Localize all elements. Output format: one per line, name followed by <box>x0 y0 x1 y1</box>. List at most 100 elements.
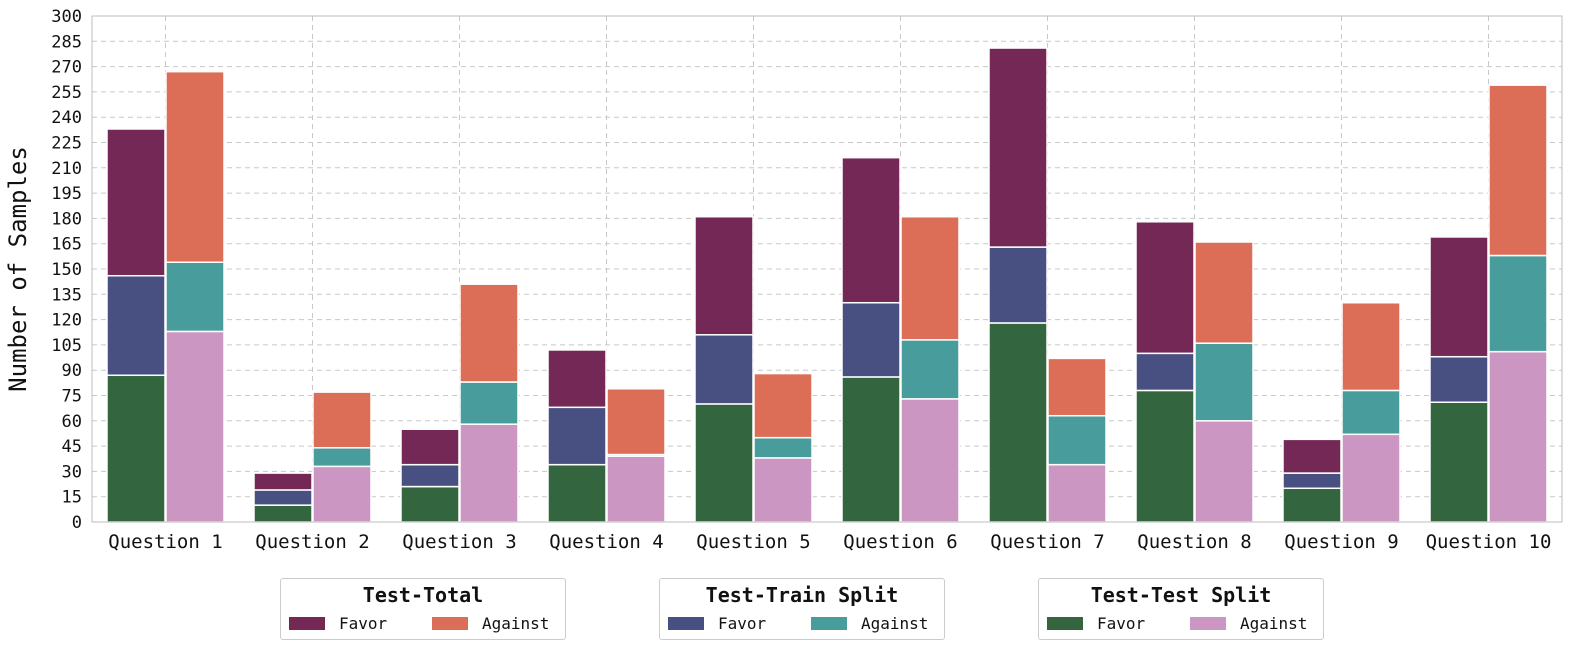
legend-entry-against: Against <box>811 614 928 633</box>
bar-segment <box>400 485 460 523</box>
x-tick-label: Question 4 <box>549 531 663 553</box>
y-tick-label: 60 <box>62 412 82 432</box>
bar-segment <box>1282 472 1342 490</box>
bar-segment <box>1282 487 1342 523</box>
bar-segment <box>253 504 313 523</box>
legend-swatch <box>1190 617 1226 630</box>
bar-segment <box>165 261 225 333</box>
y-tick-label: 15 <box>62 488 82 508</box>
bar-segment <box>1194 241 1254 344</box>
legend-title: Test-Test Split <box>1090 583 1272 607</box>
y-tick-label: 270 <box>51 58 82 78</box>
bar-segment <box>400 428 460 466</box>
y-tick-label: 285 <box>51 32 82 52</box>
bar-segment <box>900 339 960 400</box>
x-tick-label: Question 10 <box>1426 531 1552 553</box>
y-tick-label: 30 <box>62 462 82 482</box>
bar-segment <box>1135 389 1195 523</box>
bar-segment <box>1429 401 1489 523</box>
bar-segment <box>106 274 166 377</box>
legend-entry-favor: Favor <box>1047 614 1145 633</box>
bar-segment <box>1047 414 1107 466</box>
bar-segment <box>1488 254 1548 353</box>
legend-label: Against <box>861 614 929 633</box>
y-tick-label: 45 <box>62 437 82 457</box>
bar-segment <box>1429 355 1489 403</box>
bar-segment <box>753 457 813 523</box>
bar-segment <box>753 436 813 459</box>
bar-segment <box>1047 357 1107 417</box>
y-tick-label: 180 <box>51 209 82 229</box>
y-tick-label: 75 <box>62 387 82 407</box>
legend-label: Against <box>482 614 550 633</box>
bar-segment <box>459 283 519 383</box>
bar-segment <box>988 322 1048 523</box>
legend-test-train-split: Test-Train Split Favor Against <box>659 578 945 640</box>
x-tick-label: Question 5 <box>696 531 810 553</box>
y-tick-label: 0 <box>72 513 82 533</box>
y-tick-label: 255 <box>51 83 82 103</box>
bar-segment <box>547 349 607 409</box>
y-tick-label: 210 <box>51 159 82 179</box>
y-tick-label: 195 <box>51 184 82 204</box>
legend-label: Favor <box>1097 614 1146 633</box>
y-tick-label: 120 <box>51 311 82 331</box>
bar-segment <box>1194 420 1254 523</box>
bar-segment <box>106 128 166 277</box>
bar-segment <box>547 463 607 523</box>
x-tick-label: Question 7 <box>990 531 1104 553</box>
bar-segment <box>165 70 225 264</box>
bar-segment <box>253 472 313 491</box>
x-tick-label: Question 1 <box>108 531 222 553</box>
legend-test-test-split: Test-Test Split Favor Against <box>1038 578 1324 640</box>
bar-segment <box>1341 433 1401 523</box>
y-tick-label: 135 <box>51 285 82 305</box>
legend-entry-favor: Favor <box>289 614 387 633</box>
legend-swatch <box>1047 617 1083 630</box>
bar-segment <box>1341 389 1401 436</box>
legend-swatch <box>668 617 704 630</box>
legend-swatch <box>289 617 325 630</box>
bar-segment <box>988 246 1048 324</box>
bar-segment <box>165 330 225 523</box>
y-tick-label: 150 <box>51 260 82 280</box>
bar-segment <box>694 215 754 336</box>
x-tick-label: Question 6 <box>843 531 957 553</box>
bar-segment <box>606 388 666 456</box>
y-tick-label: 240 <box>51 108 82 128</box>
bar-segment <box>1488 84 1548 257</box>
bar-segment <box>694 403 754 523</box>
bar-segment <box>106 374 166 523</box>
bar-segment <box>253 489 313 506</box>
bar-segment <box>841 156 901 304</box>
bar-segment <box>1282 438 1342 474</box>
bar-segment <box>1341 301 1401 392</box>
bar-segment <box>1429 236 1489 358</box>
legend-entry-favor: Favor <box>668 614 766 633</box>
legend-label: Against <box>1240 614 1308 633</box>
bar-segment <box>312 391 372 449</box>
bar-segment <box>841 376 901 523</box>
legend-test-total: Test-Total Favor Against <box>280 578 566 640</box>
bar-segment <box>606 455 666 523</box>
bar-segment <box>900 215 960 341</box>
bar-segment <box>1135 352 1195 392</box>
y-tick-label: 90 <box>62 361 82 381</box>
bar-segment <box>459 381 519 425</box>
y-axis-label: Number of Samples <box>4 146 32 392</box>
y-tick-label: 105 <box>51 336 82 356</box>
bar-segment <box>547 406 607 466</box>
bar-segment <box>694 334 754 405</box>
y-tick-label: 225 <box>51 134 82 154</box>
bar-segment <box>312 447 372 468</box>
bar-segment <box>1488 350 1548 523</box>
legend-swatch <box>811 617 847 630</box>
stacked-bar-chart: 0 15 30 45 60 75 90 105 120 135 150 165 180 195 210 225… <box>4 7 1563 553</box>
bar-segment <box>400 463 460 488</box>
legend-swatch <box>432 617 468 630</box>
bar-segment <box>1194 342 1254 422</box>
bar-segment <box>988 47 1048 248</box>
bar-segment <box>841 301 901 378</box>
y-tick-label: 300 <box>51 7 82 27</box>
